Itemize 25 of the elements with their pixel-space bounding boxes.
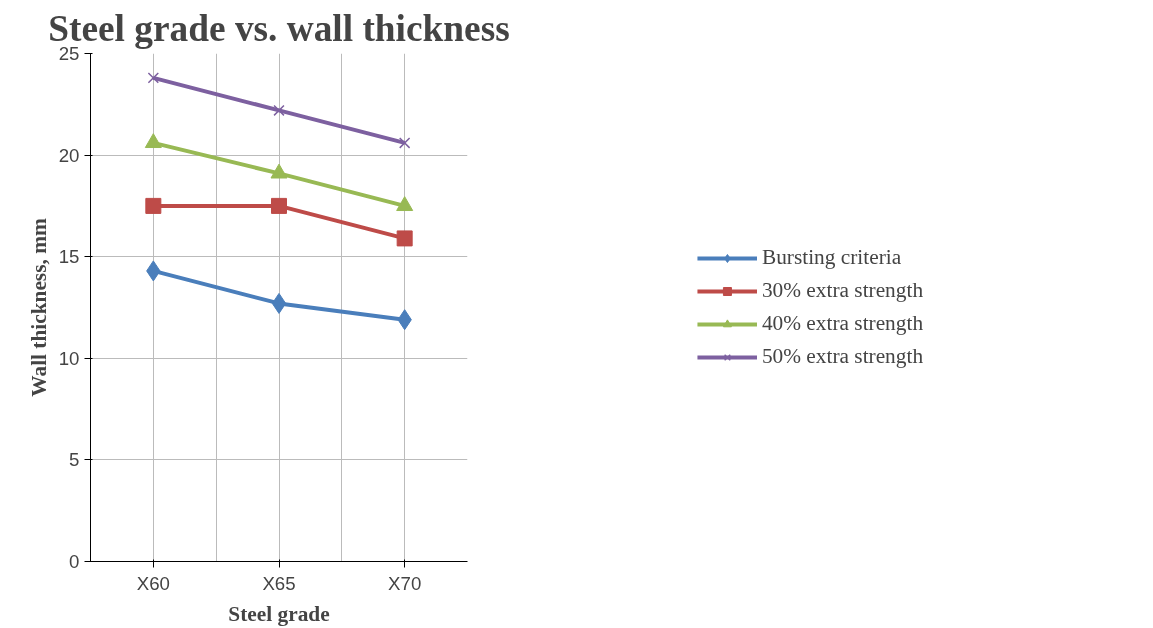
point — [271, 197, 287, 214]
point — [398, 137, 411, 149]
legend-label: 30% extra strength — [761, 278, 924, 303]
y-tick-label: 0 — [69, 551, 80, 572]
x-tick-label: X70 — [388, 572, 422, 594]
legend-label: 40% extra strength — [761, 311, 924, 336]
legend-label: Bursting criteria — [761, 245, 902, 270]
point — [271, 292, 287, 314]
x-tick-label: X65 — [262, 572, 296, 594]
legend-label: 50% extra strength — [761, 344, 924, 369]
point — [273, 104, 285, 117]
point — [147, 72, 160, 84]
y-tick-label: 25 — [58, 43, 80, 64]
y-tick-label: 5 — [69, 449, 80, 471]
point — [144, 133, 162, 149]
point — [396, 230, 413, 247]
y-tick-label: 20 — [58, 144, 80, 166]
point — [396, 196, 414, 212]
y-axis-title: Wall thickness, mm — [26, 218, 51, 397]
y-tick-label: 15 — [58, 246, 80, 268]
x-axis-title: Steel grade — [228, 601, 330, 626]
x-tick-label: X60 — [136, 572, 170, 594]
point — [145, 197, 162, 214]
point — [270, 163, 288, 179]
y-tick-label: 10 — [58, 347, 80, 369]
